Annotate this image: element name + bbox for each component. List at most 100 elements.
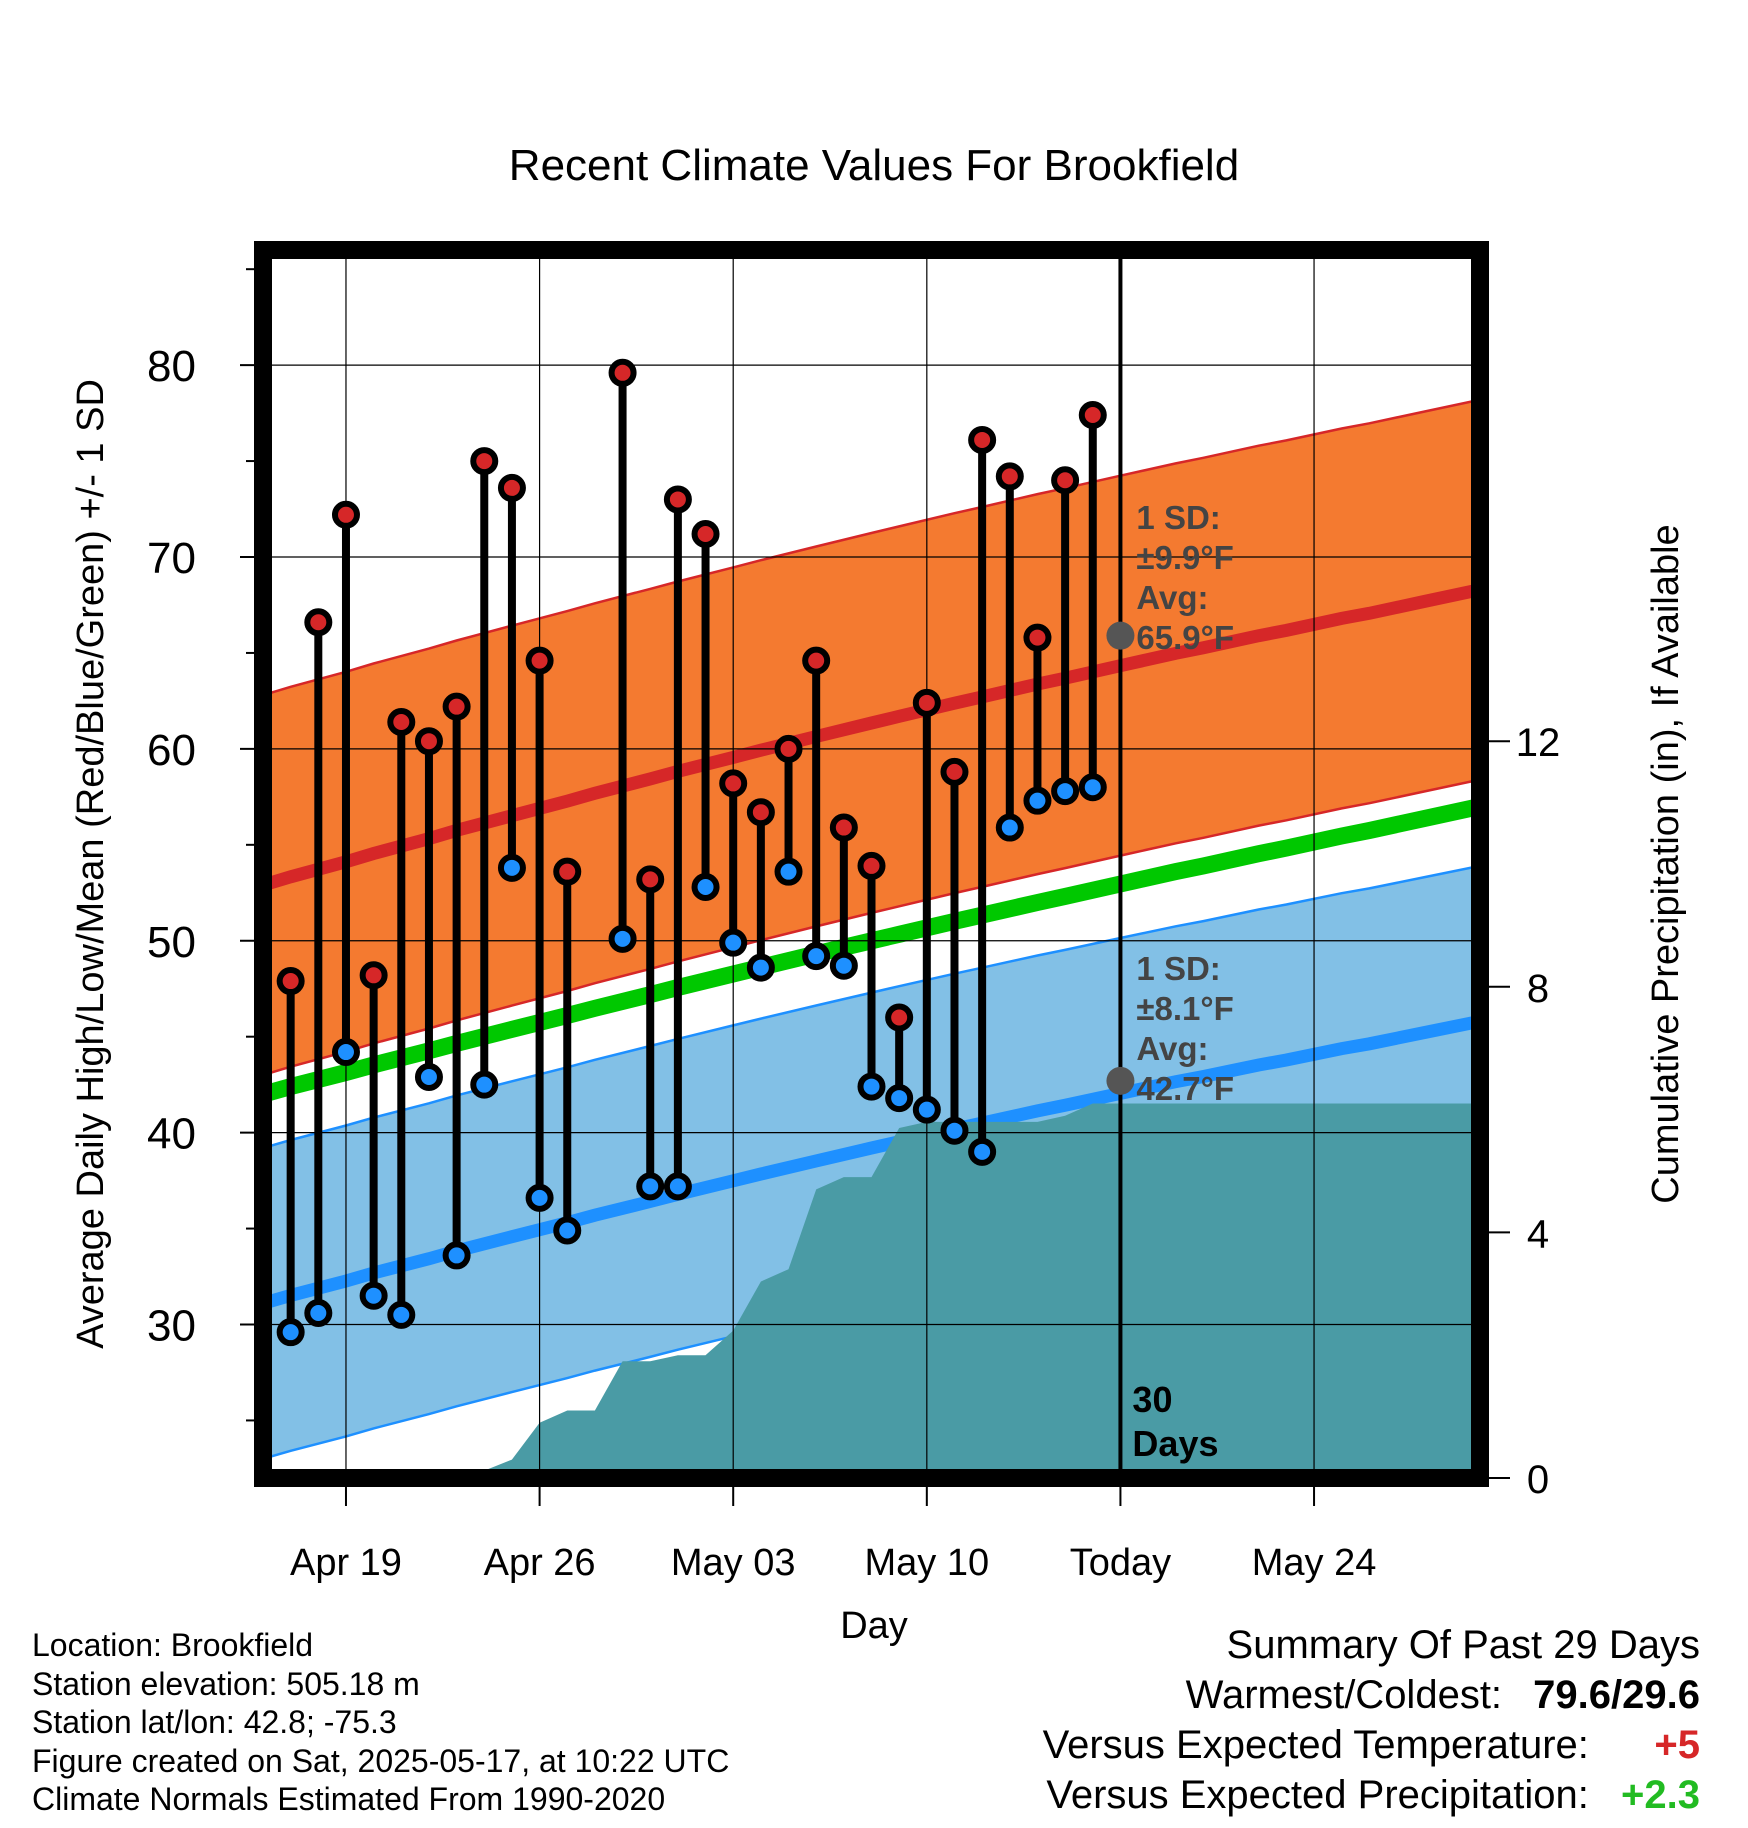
chart-title: Recent Climate Values For Brookfield [509, 141, 1239, 190]
y2-axis-label: Cumulative Precipitation (in), If Availa… [1645, 524, 1687, 1203]
daily-high-point [525, 646, 554, 675]
y-tick-label: 50 [147, 918, 196, 967]
daily-high-point [1051, 466, 1080, 495]
daily-low-point [304, 1298, 333, 1327]
daily-low-point [746, 953, 775, 982]
y2-tick-label: 4 [1527, 1212, 1549, 1256]
daily-low-point [857, 1072, 886, 1101]
daily-high-point [857, 851, 886, 880]
plot-area: 1 SD: ±9.9°F Avg: 65.9°F1 SD: ±8.1°F Avg: 42.7… [263, 250, 1480, 1478]
high-sd-annotation-line: 1 SD: [1136, 499, 1220, 536]
x-tick-label: May 24 [1252, 1542, 1377, 1584]
temp-value: +5 [1654, 1723, 1700, 1767]
daily-low-point [802, 942, 831, 971]
y-tick-label: 40 [147, 1110, 196, 1159]
today-days-label: 30 Days [1132, 1379, 1218, 1464]
daily-low-point [1023, 786, 1052, 815]
daily-high-point [940, 757, 969, 786]
warm-cold-label: Warmest/Coldest: [1185, 1673, 1503, 1717]
daily-high-point [636, 865, 665, 894]
daily-low-point [1051, 777, 1080, 806]
high-sd-annotation-line: ±9.9°F [1136, 539, 1233, 576]
normal-high-avg-line [263, 583, 1480, 892]
x-tick-label: May 10 [865, 1542, 990, 1584]
daily-low-point [442, 1241, 471, 1270]
created-text: Figure created on Sat, 2025-05-17, at 10… [32, 1742, 730, 1779]
daily-low-point [387, 1300, 416, 1329]
station-info: Location: Brookfield Station elevation: … [32, 1626, 729, 1819]
y-tick-label: 80 [147, 342, 196, 391]
daily-high-point [304, 608, 333, 637]
daily-low-point [497, 853, 526, 882]
today-high-avg-marker [1106, 621, 1135, 650]
location-text: Location: Brookfield [32, 1627, 314, 1663]
daily-high-point [1023, 623, 1052, 652]
daily-high-point [470, 447, 499, 476]
y-tick-label: 60 [147, 726, 196, 775]
daily-high-point [774, 734, 803, 763]
plot-frame [254, 241, 1489, 1487]
today-days-label-line: 30 [1132, 1379, 1172, 1420]
high-sd-annotation-line: Avg: [1136, 579, 1208, 616]
latlon-text: Station lat/lon: 42.8; -75.3 [32, 1704, 397, 1740]
daily-high-point [995, 462, 1024, 491]
daily-high-point [663, 485, 692, 514]
daily-low-point [525, 1183, 554, 1212]
low-sd-annotation-line: 1 SD: [1136, 950, 1220, 987]
daily-low-point [636, 1172, 665, 1201]
summary-precip-row: Versus Expected Precipitation: +2.3 [1043, 1770, 1700, 1820]
precip-label: Versus Expected Precipitation: [1046, 1773, 1589, 1817]
low-sd-annotation-line: Avg: [1136, 1030, 1208, 1067]
daily-high-point [802, 646, 831, 675]
daily-low-point [414, 1062, 443, 1091]
daily-low-point [470, 1070, 499, 1099]
y2-tick-label: 0 [1527, 1458, 1549, 1502]
y2-tick-label: 12 [1516, 721, 1561, 765]
daily-high-point [553, 857, 582, 886]
high-sd-annotation: 1 SD: ±9.9°F Avg: 65.9°F [1136, 499, 1234, 656]
daily-high-point [829, 813, 858, 842]
daily-low-point [968, 1137, 997, 1166]
x-tick-label: Today [1070, 1542, 1171, 1584]
normals-text: Climate Normals Estimated From 1990-2020 [32, 1781, 666, 1817]
daily-high-point [387, 708, 416, 737]
daily-low-point [774, 857, 803, 886]
x-tick-label: Apr 19 [290, 1542, 402, 1584]
daily-low-point [912, 1095, 941, 1124]
summary-temp-row: Versus Expected Temperature: +5 [1043, 1720, 1700, 1770]
daily-high-point [331, 500, 360, 529]
temp-label: Versus Expected Temperature: [1042, 1723, 1589, 1767]
daily-high-point [719, 769, 748, 798]
daily-low-point [276, 1318, 305, 1347]
normal-low-band [263, 865, 1480, 1459]
y-tick-label: 70 [147, 534, 196, 583]
high-sd-annotation-line: 65.9°F [1136, 619, 1234, 656]
daily-high-point [414, 727, 443, 756]
y-axis-label: Average Daily High/Low/Mean (Red/Blue/Gr… [70, 379, 112, 1349]
daily-high-point [691, 519, 720, 548]
low-sd-annotation-line: 42.7°F [1136, 1070, 1234, 1107]
summary-panel: Summary Of Past 29 Days Warmest/Coldest:… [1043, 1620, 1700, 1820]
daily-high-point [442, 692, 471, 721]
daily-high-point [276, 967, 305, 996]
x-tick-label: Apr 26 [484, 1542, 596, 1584]
x-axis-label: Day [840, 1605, 908, 1647]
daily-low-point [663, 1172, 692, 1201]
normal-high-upper-edge [263, 398, 1480, 697]
daily-low-point [885, 1084, 914, 1113]
daily-high-point [968, 425, 997, 454]
y-tick-label: 30 [147, 1302, 196, 1351]
today-low-avg-marker [1106, 1066, 1135, 1095]
daily-high-point [1078, 401, 1107, 430]
daily-low-point [553, 1216, 582, 1245]
daily-low-point [1078, 773, 1107, 802]
daily-high-point [912, 688, 941, 717]
daily-high-point [359, 961, 388, 990]
y2-tick-label: 8 [1527, 967, 1549, 1011]
daily-low-point [829, 951, 858, 980]
summary-title: Summary Of Past 29 Days [1226, 1623, 1700, 1667]
daily-high-point [885, 1003, 914, 1032]
precip-area [345, 1103, 1480, 1478]
summary-warm-cold-row: Warmest/Coldest: 79.6/29.6 [1043, 1670, 1700, 1720]
